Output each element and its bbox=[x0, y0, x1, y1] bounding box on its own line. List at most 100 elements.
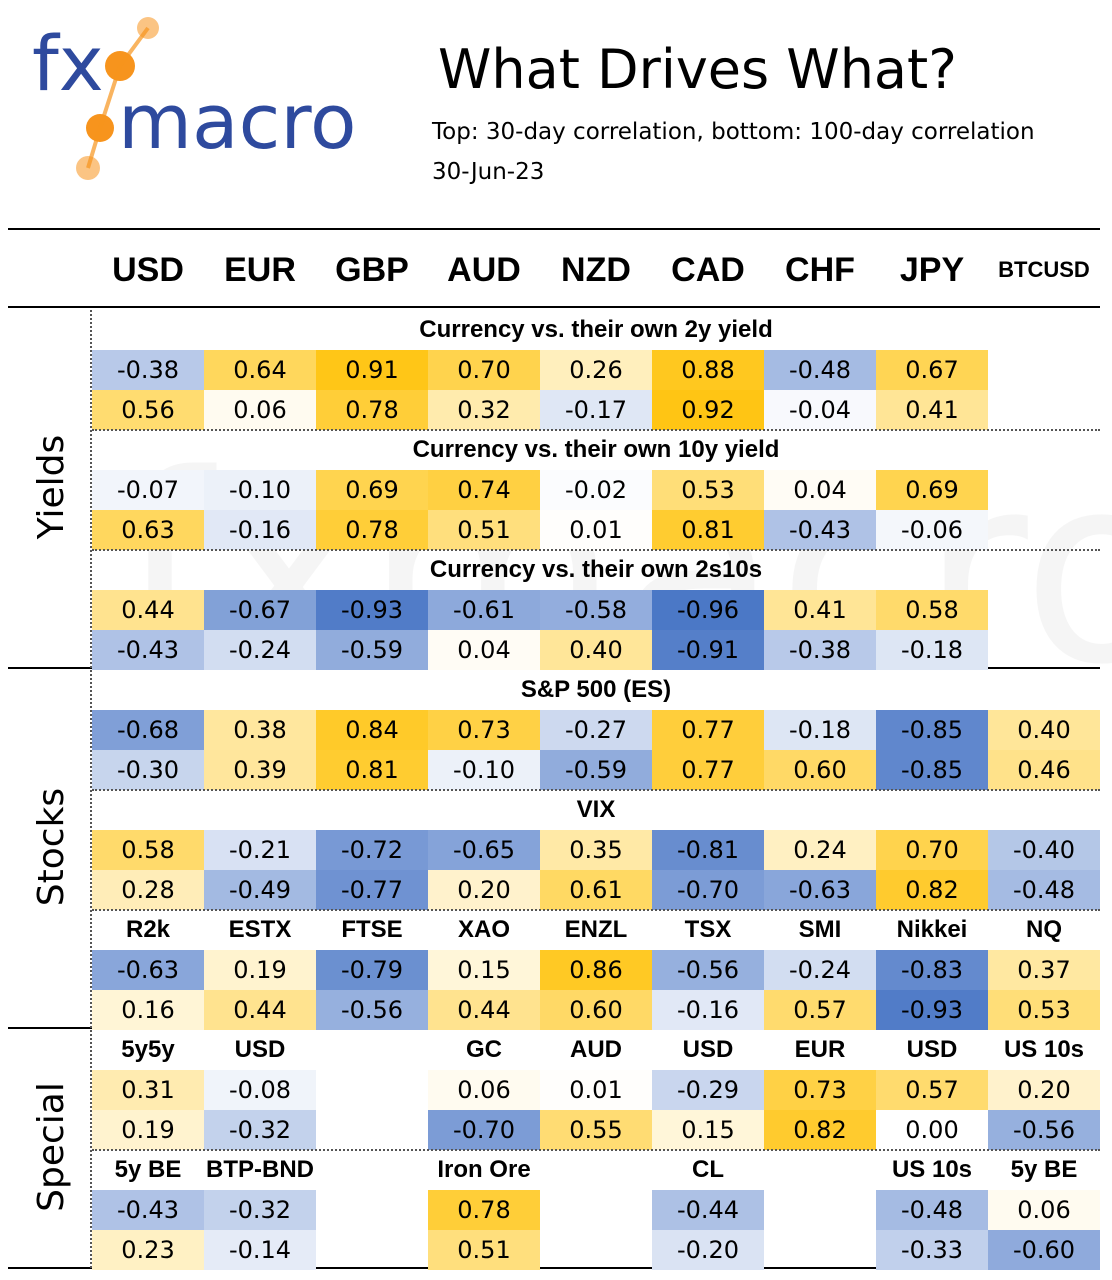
correlation-cell-100d: -0.59 bbox=[540, 750, 652, 790]
correlation-cell-30d: 0.06 bbox=[428, 1070, 540, 1110]
correlation-cell-100d: 0.16 bbox=[92, 990, 204, 1030]
correlation-cell-100d: -0.33 bbox=[876, 1230, 988, 1270]
section-title: VIX bbox=[576, 796, 616, 823]
column-header-chf: CHF bbox=[785, 251, 855, 289]
correlation-cell-100d: 0.44 bbox=[428, 990, 540, 1030]
correlation-cell-100d: 0.51 bbox=[428, 510, 540, 550]
svg-text:fx: fx bbox=[32, 19, 104, 108]
correlation-cell-100d: 0.78 bbox=[316, 510, 428, 550]
correlation-cell-30d: 0.70 bbox=[428, 350, 540, 390]
correlation-cell-100d: 0.01 bbox=[540, 510, 652, 550]
correlation-cell-100d: 0.28 bbox=[92, 870, 204, 910]
correlation-cell-30d: 0.38 bbox=[204, 710, 316, 750]
section-subheader: USD bbox=[234, 1036, 286, 1063]
correlation-cell-30d: 0.70 bbox=[876, 830, 988, 870]
correlation-cell-30d: 0.88 bbox=[652, 350, 764, 390]
correlation-cell-30d: 0.57 bbox=[876, 1070, 988, 1110]
svg-text:macro: macro bbox=[118, 77, 356, 166]
correlation-cell-100d: 0.82 bbox=[876, 870, 988, 910]
correlation-cell-100d: 0.82 bbox=[764, 1110, 876, 1150]
fxmacro-logo: fx macro bbox=[30, 8, 390, 188]
correlation-cell-100d: 0.92 bbox=[652, 390, 764, 430]
correlation-cell-30d: -0.40 bbox=[988, 830, 1100, 870]
section-subheader: 5y BE bbox=[114, 1156, 182, 1183]
correlation-cell-30d: 0.40 bbox=[988, 710, 1100, 750]
section-subheader: ESTX bbox=[228, 916, 292, 943]
category-label-stocks: Stocks bbox=[31, 787, 72, 907]
section-separator bbox=[92, 909, 1100, 911]
correlation-cell-100d: 0.56 bbox=[92, 390, 204, 430]
correlation-cell-100d: 0.61 bbox=[540, 870, 652, 910]
section-separator bbox=[92, 429, 1100, 431]
correlation-cell-100d: 0.00 bbox=[876, 1110, 988, 1150]
correlation-cell-30d: 0.01 bbox=[540, 1070, 652, 1110]
correlation-cell-30d: -0.93 bbox=[316, 590, 428, 630]
correlation-cell-100d: -0.20 bbox=[652, 1230, 764, 1270]
correlation-cell-100d: -0.49 bbox=[204, 870, 316, 910]
correlation-cell-30d: 0.15 bbox=[428, 950, 540, 990]
correlation-cell-100d: -0.30 bbox=[92, 750, 204, 790]
correlation-cell-30d: -0.85 bbox=[876, 710, 988, 750]
correlation-cell-30d: 0.35 bbox=[540, 830, 652, 870]
correlation-cell-30d: -0.27 bbox=[540, 710, 652, 750]
correlation-cell-30d: 0.58 bbox=[92, 830, 204, 870]
section-subheader: Iron Ore bbox=[437, 1156, 531, 1183]
correlation-cell-100d: -0.56 bbox=[316, 990, 428, 1030]
correlation-cell-100d: -0.16 bbox=[652, 990, 764, 1030]
column-header-nzd: NZD bbox=[561, 251, 631, 289]
correlation-cell-100d: -0.70 bbox=[652, 870, 764, 910]
correlation-cell-100d: 0.53 bbox=[988, 990, 1100, 1030]
section-subheader: FTSE bbox=[341, 916, 403, 943]
correlation-cell-30d: -0.63 bbox=[92, 950, 204, 990]
category-separator bbox=[90, 310, 92, 1268]
correlation-cell-100d: -0.60 bbox=[988, 1230, 1100, 1270]
section-subheader: R2k bbox=[125, 916, 171, 943]
correlation-cell-30d: -0.43 bbox=[92, 1190, 204, 1230]
correlation-cell-30d: -0.24 bbox=[764, 950, 876, 990]
section-subheader: SMI bbox=[798, 916, 842, 943]
category-label-yields: Yields bbox=[31, 434, 72, 540]
correlation-cell-30d: -0.56 bbox=[652, 950, 764, 990]
correlation-cell-30d: -0.68 bbox=[92, 710, 204, 750]
header-bottom-rule bbox=[8, 306, 1100, 308]
correlation-cell-100d: -0.24 bbox=[204, 630, 316, 670]
correlation-cell-100d: 0.78 bbox=[316, 390, 428, 430]
correlation-cell-100d: 0.81 bbox=[652, 510, 764, 550]
section-subheader: BTP-BND bbox=[206, 1156, 314, 1183]
section-title: Currency vs. their own 2y yield bbox=[419, 316, 773, 343]
correlation-cell-100d: 0.60 bbox=[540, 990, 652, 1030]
section-subheader: 5y5y bbox=[121, 1036, 175, 1063]
correlation-cell-100d: 0.81 bbox=[316, 750, 428, 790]
correlation-cell-30d: 0.26 bbox=[540, 350, 652, 390]
correlation-cell-100d: 0.32 bbox=[428, 390, 540, 430]
correlation-cell-30d: 0.41 bbox=[764, 590, 876, 630]
correlation-cell-30d: 0.86 bbox=[540, 950, 652, 990]
correlation-cell-100d: -0.18 bbox=[876, 630, 988, 670]
correlation-cell-100d: -0.38 bbox=[764, 630, 876, 670]
correlation-cell-100d: -0.70 bbox=[428, 1110, 540, 1150]
column-header-usd: USD bbox=[112, 251, 184, 289]
correlation-cell-100d: 0.04 bbox=[428, 630, 540, 670]
page-title: What Drives What? bbox=[438, 38, 957, 101]
correlation-cell-30d: -0.58 bbox=[540, 590, 652, 630]
correlation-cell-30d: -0.67 bbox=[204, 590, 316, 630]
section-title: Currency vs. their own 2s10s bbox=[429, 556, 763, 583]
correlation-cell-30d: -0.38 bbox=[92, 350, 204, 390]
correlation-cell-30d: -0.10 bbox=[204, 470, 316, 510]
correlation-cell-100d: -0.04 bbox=[764, 390, 876, 430]
correlation-cell-100d: 0.23 bbox=[92, 1230, 204, 1270]
correlation-cell-30d: 0.84 bbox=[316, 710, 428, 750]
page-subtitle: Top: 30-day correlation, bottom: 100-day… bbox=[432, 119, 1035, 145]
column-header-aud: AUD bbox=[447, 251, 521, 289]
correlation-cell-100d: 0.15 bbox=[652, 1110, 764, 1150]
correlation-cell-100d: 0.41 bbox=[876, 390, 988, 430]
correlation-cell-100d: -0.48 bbox=[988, 870, 1100, 910]
correlation-cell-100d: -0.43 bbox=[92, 630, 204, 670]
correlation-cell-30d: 0.67 bbox=[876, 350, 988, 390]
correlation-cell-30d: -0.44 bbox=[652, 1190, 764, 1230]
section-subheader: EUR bbox=[794, 1036, 846, 1063]
correlation-cell-100d: -0.63 bbox=[764, 870, 876, 910]
correlation-cell-100d: -0.43 bbox=[764, 510, 876, 550]
correlation-cell-100d: -0.10 bbox=[428, 750, 540, 790]
correlation-cell-30d: 0.78 bbox=[428, 1190, 540, 1230]
